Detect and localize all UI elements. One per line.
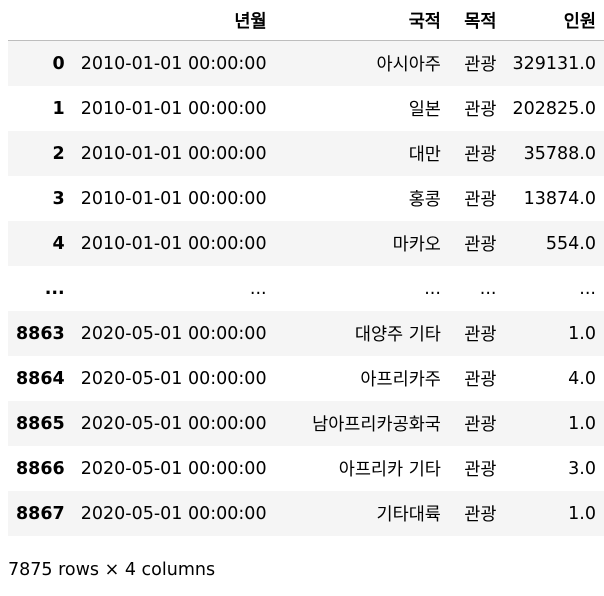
cell-date: ... <box>249 278 267 299</box>
row-index: 1 <box>52 98 65 119</box>
cell-count: 3.0 <box>568 458 596 479</box>
cell-count: 4.0 <box>568 368 596 389</box>
column-header-count: 인원 <box>504 0 604 41</box>
cell-purpose: 관광 <box>464 55 497 75</box>
cell-nationality: 대양주 기타 <box>354 325 441 345</box>
table-row: 4 2010-01-01 00:00:00 마카오 관광 554.0 <box>8 221 604 266</box>
table-row: 8866 2020-05-01 00:00:00 아프리카 기타 관광 3.0 <box>8 446 604 491</box>
cell-count: 329131.0 <box>512 53 596 74</box>
table-row: 3 2010-01-01 00:00:00 홍콩 관광 13874.0 <box>8 176 604 221</box>
cell-date: 2010-01-01 00:00:00 <box>80 98 267 119</box>
row-index: 2 <box>52 143 65 164</box>
cell-nationality: 일본 <box>408 100 441 120</box>
table-row: 2 2010-01-01 00:00:00 대만 관광 35788.0 <box>8 131 604 176</box>
table-row: 8863 2020-05-01 00:00:00 대양주 기타 관광 1.0 <box>8 311 604 356</box>
cell-count: 1.0 <box>568 323 596 344</box>
column-header-date: 년월 <box>72 0 275 41</box>
cell-purpose: 관광 <box>464 460 497 480</box>
cell-date: 2010-01-01 00:00:00 <box>80 143 267 164</box>
cell-nationality: 아프리카주 <box>360 370 441 390</box>
cell-date: 2020-05-01 00:00:00 <box>80 503 267 524</box>
cell-purpose: ... <box>479 278 497 299</box>
cell-count: 35788.0 <box>523 143 596 164</box>
dataframe-shape-text: 7875 rows × 4 columns <box>8 560 216 580</box>
column-header-purpose: 목적 <box>448 0 505 41</box>
table-row: 1 2010-01-01 00:00:00 일본 관광 202825.0 <box>8 86 604 131</box>
cell-date: 2020-05-01 00:00:00 <box>80 413 267 434</box>
cell-date: 2020-05-01 00:00:00 <box>80 368 267 389</box>
row-index: ... <box>44 278 65 299</box>
cell-purpose: 관광 <box>464 505 497 525</box>
cell-count: 554.0 <box>545 233 596 254</box>
cell-purpose: 관광 <box>464 325 497 345</box>
cell-nationality: 홍콩 <box>408 190 441 210</box>
table-body: 0 2010-01-01 00:00:00 아시아주 관광 329131.0 1… <box>8 40 604 536</box>
cell-date: 2010-01-01 00:00:00 <box>80 188 267 209</box>
cell-purpose: 관광 <box>464 100 497 120</box>
cell-nationality: 아시아주 <box>376 55 441 75</box>
row-index: 8866 <box>16 458 65 479</box>
cell-purpose: 관광 <box>464 145 497 165</box>
cell-purpose: 관광 <box>464 415 497 435</box>
dataframe-table: 년월 국적 목적 인원 0 2010-01-01 00:00:00 아시아주 관… <box>8 0 604 536</box>
cell-count: 202825.0 <box>512 98 596 119</box>
table-row: 8865 2020-05-01 00:00:00 남아프리카공화국 관광 1.0 <box>8 401 604 446</box>
cell-nationality: 기타대륙 <box>376 505 441 525</box>
cell-count: 1.0 <box>568 503 596 524</box>
row-index: 3 <box>52 188 65 209</box>
cell-date: 2020-05-01 00:00:00 <box>80 323 267 344</box>
cell-purpose: 관광 <box>464 235 497 255</box>
cell-nationality: 마카오 <box>392 235 441 255</box>
cell-purpose: 관광 <box>464 190 497 210</box>
cell-count: ... <box>579 278 596 299</box>
table-row-ellipsis: ... ... ... ... ... <box>8 266 604 311</box>
cell-count: 1.0 <box>568 413 596 434</box>
cell-nationality: 아프리카 기타 <box>338 460 441 480</box>
row-index: 8863 <box>16 323 65 344</box>
cell-date: 2010-01-01 00:00:00 <box>80 233 267 254</box>
cell-nationality: ... <box>424 278 441 299</box>
cell-nationality: 대만 <box>408 145 441 165</box>
cell-count: 13874.0 <box>523 188 596 209</box>
header-row: 년월 국적 목적 인원 <box>8 0 604 41</box>
row-index: 4 <box>52 233 65 254</box>
cell-nationality: 남아프리카공화국 <box>312 415 441 435</box>
cell-purpose: 관광 <box>464 370 497 390</box>
table-row: 8867 2020-05-01 00:00:00 기타대륙 관광 1.0 <box>8 491 604 536</box>
cell-date: 2010-01-01 00:00:00 <box>80 53 267 74</box>
cell-date: 2020-05-01 00:00:00 <box>80 458 267 479</box>
row-index: 0 <box>52 53 65 74</box>
table-row: 0 2010-01-01 00:00:00 아시아주 관광 329131.0 <box>8 40 604 86</box>
row-index: 8867 <box>16 503 65 524</box>
table-header: 년월 국적 목적 인원 <box>8 0 604 41</box>
row-index: 8865 <box>16 413 65 434</box>
column-header-nationality: 국적 <box>274 0 449 41</box>
row-index: 8864 <box>16 368 65 389</box>
table-row: 8864 2020-05-01 00:00:00 아프리카주 관광 4.0 <box>8 356 604 401</box>
index-header <box>8 0 73 41</box>
